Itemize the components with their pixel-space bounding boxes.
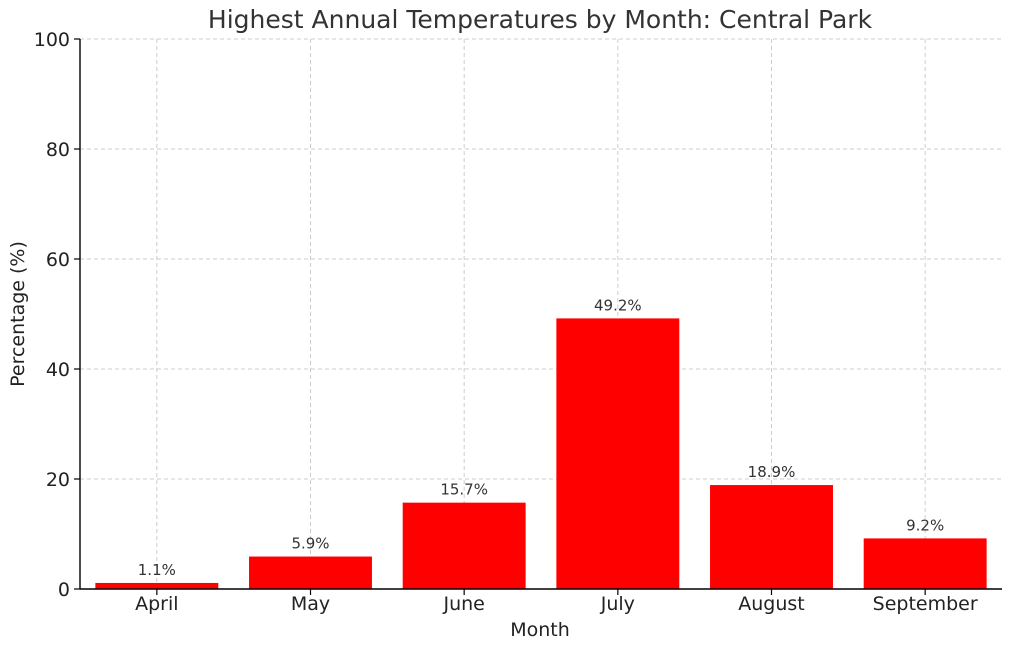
grid [80,38,1002,590]
x-tick-label-july: July [600,593,635,615]
x-tick-label-august: August [738,593,805,615]
y-tick-label: 20 [46,469,70,491]
data-label-april: 1.1% [138,561,176,579]
axes [74,38,1002,595]
tick-labels: 0 20 40 60 80 100 April May June July August Septem… [34,29,978,615]
bars [95,318,987,589]
y-tick-label: 100 [34,29,70,51]
bar-may [249,556,372,589]
bar-july [556,318,680,589]
bar-september [863,538,987,589]
bar-august [710,485,833,589]
data-label-august: 18.9% [748,463,796,481]
bar-june [402,502,526,589]
data-label-july: 49.2% [594,296,642,314]
y-tick-label: 0 [58,579,70,601]
data-label-may: 5.9% [291,535,329,553]
x-tick-label-april: April [135,593,178,615]
x-axis-label: Month [510,619,570,641]
y-tick-label: 40 [46,359,70,381]
x-tick-label-june: June [442,593,484,615]
data-label-september: 9.2% [906,516,944,534]
x-tick-label-september: September [873,593,978,615]
chart-title: Highest Annual Temperatures by Month: Ce… [208,5,873,34]
data-labels: 1.1% 5.9% 15.7% 49.2% 18.9% 9.2% [138,296,944,579]
y-axis-label: Percentage (%) [7,241,29,387]
y-tick-label: 80 [46,139,70,161]
x-tick-label-may: May [291,593,330,615]
bar-april [95,582,219,589]
data-label-june: 15.7% [440,481,488,499]
y-tick-label: 60 [46,249,70,271]
